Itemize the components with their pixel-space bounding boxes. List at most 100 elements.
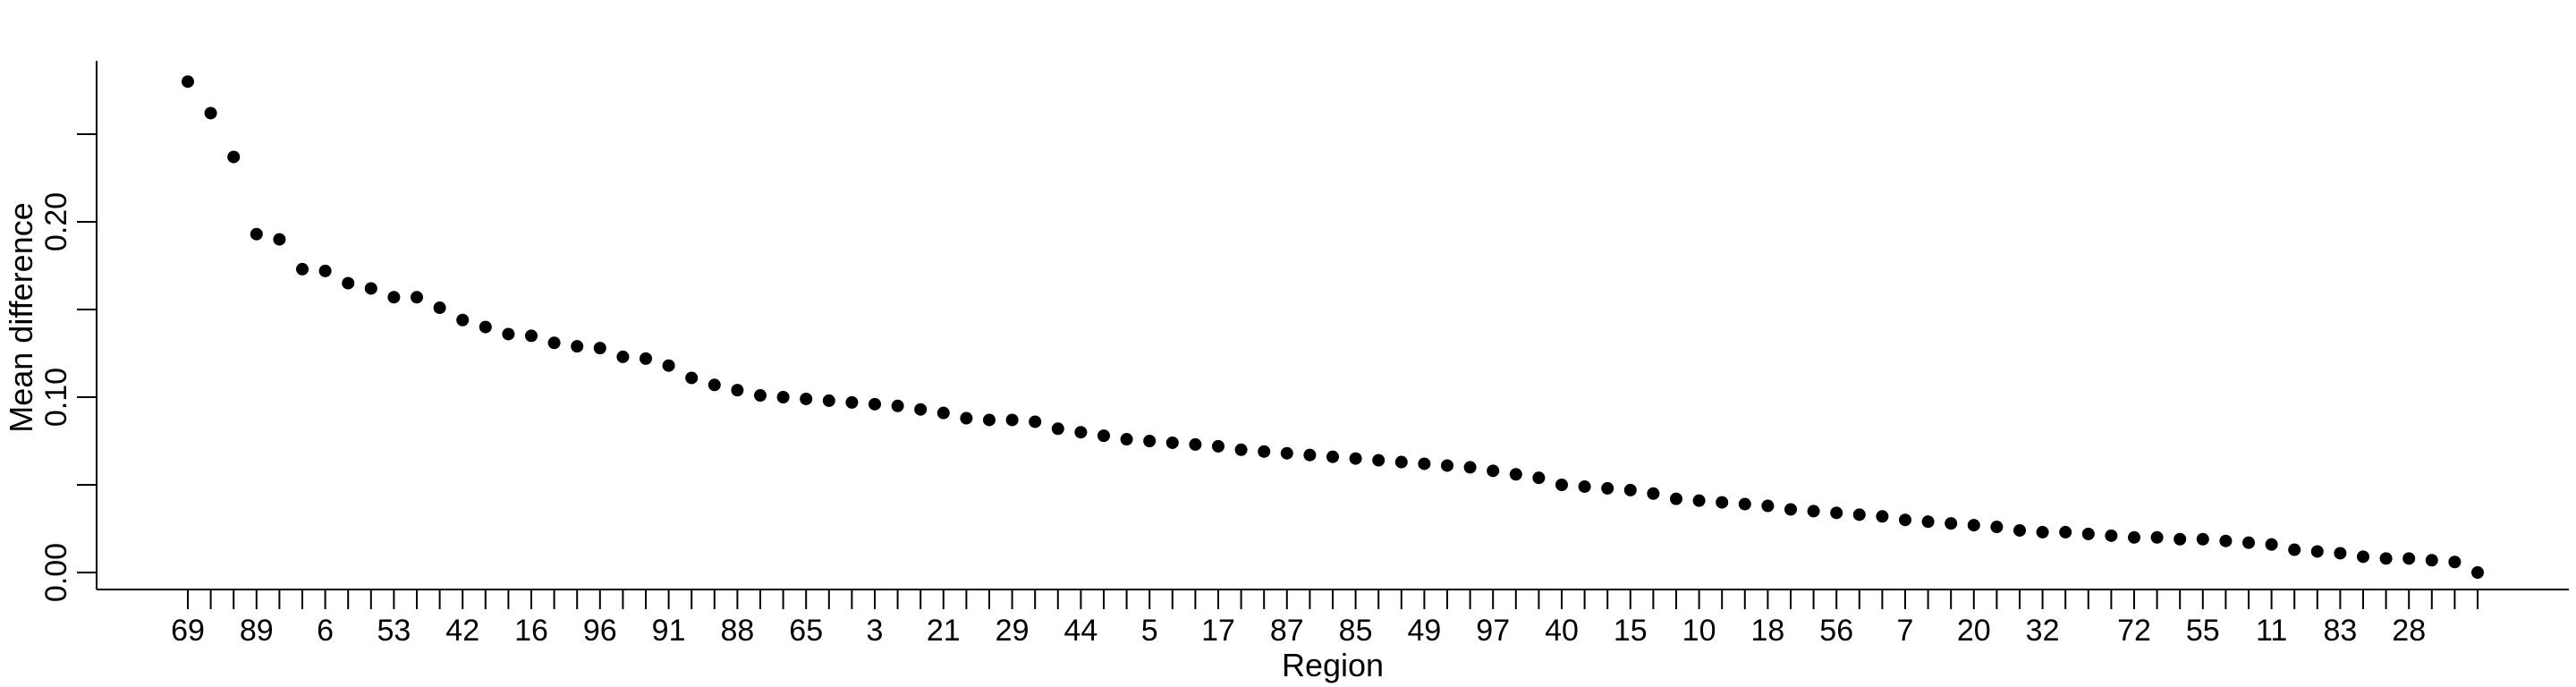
x-tick-label: 18 — [1750, 614, 1784, 648]
data-point — [1005, 413, 1019, 427]
data-point — [2128, 530, 2140, 544]
data-point — [296, 262, 309, 276]
data-point — [1830, 506, 1843, 520]
data-point — [1692, 494, 1706, 507]
data-point — [1189, 437, 1202, 451]
data-point — [754, 389, 767, 403]
data-point — [1509, 468, 1522, 481]
data-point — [685, 371, 699, 385]
x-tick-label: 42 — [445, 614, 479, 648]
data-point — [1165, 436, 1179, 449]
data-point — [662, 359, 675, 372]
y-tick-label: 0.20 — [39, 192, 73, 251]
x-tick-label: 56 — [1819, 614, 1853, 648]
data-point — [2059, 525, 2072, 539]
data-point — [182, 75, 194, 89]
data-point — [1120, 433, 1133, 446]
x-tick-label: 20 — [1957, 614, 1991, 648]
data-point — [1441, 459, 1453, 472]
data-point — [547, 336, 561, 350]
data-point — [2357, 550, 2369, 564]
y-tick-label: 0.00 — [39, 543, 73, 602]
data-point — [2013, 523, 2026, 537]
data-point — [318, 264, 332, 277]
x-tick-label: 72 — [2117, 614, 2151, 648]
y-tick-label: 0.10 — [39, 368, 73, 427]
data-point — [2310, 545, 2324, 558]
x-tick-label: 28 — [2392, 614, 2426, 648]
data-point — [1074, 426, 1088, 439]
x-tick-label: 88 — [720, 614, 754, 648]
x-tick-label: 83 — [2323, 614, 2357, 648]
data-point — [2265, 538, 2278, 551]
data-point — [2219, 534, 2233, 547]
x-tick-label: 85 — [1339, 614, 1373, 648]
data-point — [204, 106, 217, 120]
data-point — [364, 282, 377, 295]
data-point — [845, 395, 859, 409]
x-tick-label: 7 — [1897, 614, 1914, 648]
x-tick-label: 29 — [996, 614, 1030, 648]
data-point — [1601, 481, 1614, 495]
y-axis-title: Mean difference — [3, 202, 39, 433]
data-point — [1899, 513, 1911, 527]
data-point — [342, 276, 355, 290]
data-point — [479, 320, 492, 334]
data-point — [2196, 532, 2209, 546]
data-point — [1487, 464, 1500, 478]
data-point — [502, 327, 515, 341]
x-tick-label: 21 — [927, 614, 961, 648]
data-point — [936, 406, 950, 420]
data-point — [1394, 455, 1408, 469]
x-tick-label: 17 — [1201, 614, 1235, 648]
data-point — [616, 350, 630, 363]
data-point — [593, 342, 606, 355]
data-point — [1349, 452, 1362, 465]
data-point — [914, 403, 928, 416]
data-point — [1670, 492, 1682, 505]
data-point — [869, 397, 881, 411]
data-point — [411, 291, 423, 304]
data-point — [2471, 566, 2484, 579]
data-point — [800, 392, 813, 405]
data-point — [1807, 505, 1820, 518]
x-tick-label: 49 — [1407, 614, 1441, 648]
data-point — [1258, 445, 1271, 458]
data-points — [182, 75, 2484, 579]
data-point — [387, 291, 401, 304]
data-point — [1852, 508, 1866, 522]
x-tick-label: 53 — [377, 614, 411, 648]
data-point — [2174, 532, 2187, 546]
data-point — [2242, 536, 2255, 549]
data-point — [1029, 415, 1042, 428]
data-point — [2036, 525, 2049, 539]
data-point — [891, 399, 904, 412]
data-point — [1303, 448, 1317, 462]
data-point — [1463, 461, 1477, 474]
data-point — [1647, 487, 1660, 500]
data-point — [1716, 496, 1729, 509]
data-point — [1761, 499, 1775, 513]
data-point — [1876, 510, 1889, 523]
data-point — [2081, 527, 2095, 540]
data-point — [456, 313, 470, 327]
data-point — [822, 394, 835, 407]
data-point — [2425, 554, 2438, 567]
data-point — [1212, 439, 1224, 453]
data-point — [1945, 517, 1958, 530]
x-tick-label: 10 — [1682, 614, 1716, 648]
x-tick-label: 11 — [2256, 614, 2287, 648]
data-point — [1990, 521, 2004, 534]
x-tick-label: 44 — [1063, 614, 1097, 648]
data-point — [1738, 497, 1751, 511]
x-tick-label: 97 — [1476, 614, 1510, 648]
data-point — [1326, 450, 1339, 463]
x-axis-title: Region — [1282, 647, 1384, 683]
data-point — [2402, 552, 2416, 565]
data-point — [731, 384, 744, 397]
data-point — [525, 329, 538, 343]
data-point — [571, 340, 584, 353]
data-point — [1143, 435, 1157, 447]
data-point — [1555, 479, 1568, 491]
